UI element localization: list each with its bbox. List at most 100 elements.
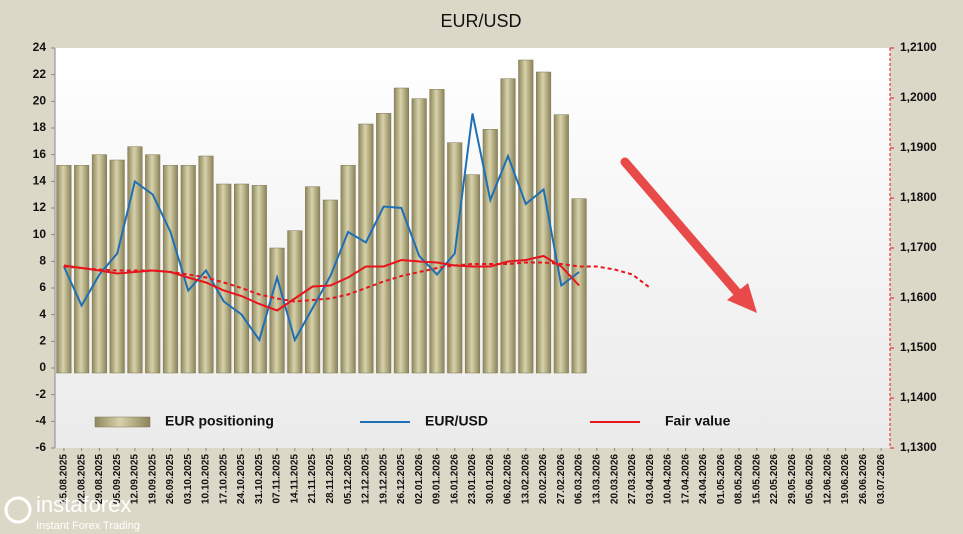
bar bbox=[109, 159, 125, 374]
y-tick-label: -6 bbox=[35, 440, 46, 454]
y-tick-label: 8 bbox=[39, 254, 46, 268]
bar bbox=[180, 165, 196, 374]
bar bbox=[553, 114, 569, 374]
bar bbox=[536, 71, 552, 374]
x-tick-label: 19.06.2026 bbox=[840, 454, 851, 504]
x-tick-label: 09.01.2026 bbox=[432, 454, 443, 504]
bar bbox=[482, 129, 498, 374]
y-tick-label: 18 bbox=[33, 120, 47, 134]
bar bbox=[571, 198, 587, 374]
x-tick-label: 07.11.2025 bbox=[272, 454, 283, 504]
x-tick-label: 26.12.2025 bbox=[396, 454, 407, 504]
x-tick-label: 27.03.2026 bbox=[627, 454, 638, 504]
x-tick-label: 31.10.2025 bbox=[254, 454, 265, 504]
y2-tick-label: 1,1600 bbox=[900, 290, 937, 304]
y-tick-label: 24 bbox=[33, 40, 47, 54]
y2-tick-label: 1,1400 bbox=[900, 390, 937, 404]
x-tick-label: 02.01.2026 bbox=[414, 454, 425, 504]
x-tick-label: 06.02.2026 bbox=[503, 454, 514, 504]
trend-arrow-head bbox=[727, 283, 757, 313]
x-tick-label: 08.05.2026 bbox=[734, 454, 745, 504]
watermark: instaforex Instant Forex Trading bbox=[4, 492, 140, 532]
x-tick-label: 12.06.2026 bbox=[822, 454, 833, 504]
legend-label: EUR/USD bbox=[425, 413, 488, 429]
x-tick-label: 22.05.2026 bbox=[769, 454, 780, 504]
y-tick-label: 0 bbox=[39, 360, 46, 374]
x-tick-label: 16.01.2026 bbox=[449, 454, 460, 504]
x-tick-label: 06.03.2026 bbox=[574, 454, 585, 504]
x-tick-label: 24.04.2026 bbox=[698, 454, 709, 504]
y-tick-label: 10 bbox=[33, 227, 47, 241]
bar bbox=[518, 59, 534, 374]
bar bbox=[429, 89, 445, 374]
x-tick-label: 05.12.2025 bbox=[343, 454, 354, 504]
x-tick-label: 03.07.2026 bbox=[876, 454, 887, 504]
bar bbox=[305, 186, 321, 374]
x-tick-label: 17.04.2026 bbox=[680, 454, 691, 504]
x-tick-label: 17.10.2025 bbox=[218, 454, 229, 504]
bar bbox=[500, 78, 516, 374]
y-tick-label: -2 bbox=[35, 387, 46, 401]
x-tick-label: 28.11.2025 bbox=[325, 454, 336, 504]
line bbox=[62, 113, 580, 343]
chart-title: EUR/USD bbox=[440, 11, 521, 31]
legend-label: Fair value bbox=[665, 413, 731, 429]
x-tick-label: 12.12.2025 bbox=[361, 454, 372, 504]
y-tick-label: 20 bbox=[33, 94, 47, 108]
x-tick-label: 13.02.2026 bbox=[520, 454, 531, 504]
x-tick-label: 19.09.2025 bbox=[147, 454, 158, 504]
y-tick-label: 2 bbox=[39, 334, 46, 348]
bar bbox=[358, 123, 374, 374]
bar bbox=[464, 174, 481, 374]
bar bbox=[447, 142, 463, 374]
y2-tick-label: 1,1500 bbox=[900, 340, 937, 354]
x-tick-label: 03.10.2025 bbox=[183, 454, 194, 504]
x-tick-label: 24.10.2025 bbox=[236, 454, 247, 504]
trend-arrow bbox=[620, 157, 747, 303]
x-tick-label: 26.09.2025 bbox=[165, 454, 176, 504]
x-tick-label: 22.08.2025 bbox=[76, 454, 87, 504]
x-tick-label: 20.03.2026 bbox=[609, 454, 620, 504]
y-tick-label: 22 bbox=[33, 67, 47, 81]
bar bbox=[411, 98, 427, 374]
y2-tick-label: 1,1800 bbox=[900, 190, 937, 204]
y2-tick-label: 1,1300 bbox=[900, 440, 937, 454]
y2-tick-label: 1,1700 bbox=[900, 240, 937, 254]
x-tick-label: 15.05.2026 bbox=[751, 454, 762, 504]
x-tick-label: 10.10.2025 bbox=[201, 454, 212, 504]
x-tick-label: 21.11.2025 bbox=[307, 454, 318, 504]
y2-tick-label: 1,1900 bbox=[900, 140, 937, 154]
x-tick-label: 13.03.2026 bbox=[592, 454, 603, 504]
bar bbox=[251, 185, 267, 374]
x-tick-label: 15.08.2025 bbox=[59, 454, 70, 504]
bar bbox=[393, 87, 409, 374]
y2-tick-label: 1,2100 bbox=[900, 40, 937, 54]
x-tick-label: 27.02.2026 bbox=[556, 454, 567, 504]
bar bbox=[145, 154, 161, 374]
x-tick-label: 05.06.2026 bbox=[805, 454, 816, 504]
x-tick-label: 10.04.2026 bbox=[663, 454, 674, 504]
x-tick-label: 23.01.2026 bbox=[467, 454, 478, 504]
x-tick-label: 30.01.2026 bbox=[485, 454, 496, 504]
x-tick-label: 12.09.2025 bbox=[130, 454, 141, 504]
bar bbox=[234, 183, 250, 374]
bar bbox=[198, 155, 214, 374]
y-tick-label: 16 bbox=[33, 147, 47, 161]
logo bbox=[4, 496, 32, 524]
y-tick-label: 6 bbox=[39, 280, 46, 294]
bar bbox=[91, 154, 107, 374]
plot-layer: -6-4-20246810121416182022241,13001,14001… bbox=[33, 40, 937, 504]
x-tick-label: 14.11.2025 bbox=[289, 454, 300, 504]
y2-tick-label: 1,2000 bbox=[900, 90, 937, 104]
watermark-tagline: Instant Forex Trading bbox=[36, 520, 140, 532]
x-tick-label: 29.05.2026 bbox=[787, 454, 798, 504]
bar bbox=[56, 165, 72, 374]
bar bbox=[162, 165, 179, 374]
x-tick-label: 19.12.2025 bbox=[378, 454, 389, 504]
bar bbox=[216, 183, 232, 374]
x-tick-label: 03.04.2026 bbox=[645, 454, 656, 504]
y-tick-label: 12 bbox=[33, 200, 47, 214]
legend-swatch bbox=[94, 416, 151, 428]
legend-label: EUR positioning bbox=[165, 413, 274, 429]
